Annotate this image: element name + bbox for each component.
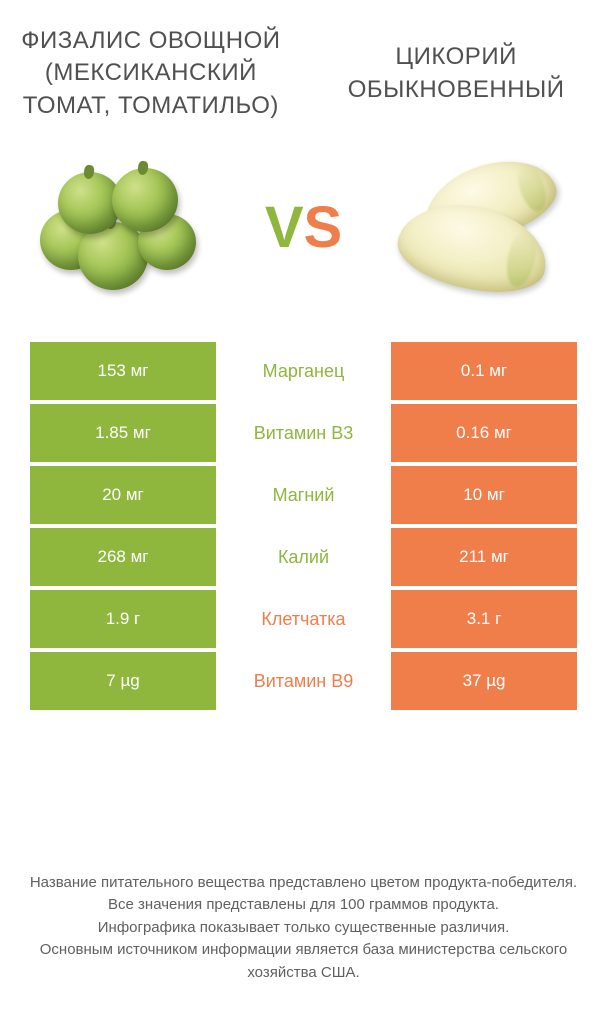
left-value-cell: 153 мг bbox=[30, 342, 216, 400]
right-value-cell: 10 мг bbox=[391, 466, 577, 524]
table-row: 268 мгКалий211 мг bbox=[30, 528, 577, 586]
right-value-cell: 37 µg bbox=[391, 652, 577, 710]
table-row: 153 мгМарганец0.1 мг bbox=[30, 342, 577, 400]
right-product-title: ЦИКОРИЙ ОБЫКНОВЕННЫЙ bbox=[315, 41, 597, 106]
vs-row: VS bbox=[0, 132, 607, 342]
left-value-cell: 1.85 мг bbox=[30, 404, 216, 462]
footer-line: Инфографика показывает только существенн… bbox=[20, 917, 587, 940]
vs-s-letter: S bbox=[304, 194, 343, 261]
right-value-cell: 0.16 мг bbox=[391, 404, 577, 462]
nutrient-label-cell: Магний bbox=[216, 466, 391, 524]
table-row: 1.85 мгВитамин B30.16 мг bbox=[30, 404, 577, 462]
table-row: 20 мгМагний10 мг bbox=[30, 466, 577, 524]
left-value-cell: 1.9 г bbox=[30, 590, 216, 648]
right-value-cell: 3.1 г bbox=[391, 590, 577, 648]
right-product-image bbox=[387, 152, 577, 302]
vs-label: VS bbox=[265, 194, 342, 261]
nutrient-label-cell: Калий bbox=[216, 528, 391, 586]
tomatillo-icon bbox=[40, 162, 210, 292]
nutrient-label-cell: Витамин B9 bbox=[216, 652, 391, 710]
nutrient-label-cell: Марганец bbox=[216, 342, 391, 400]
left-product-title: ФИЗАЛИС ОВОЩНОЙ (МЕКСИКАНСКИЙ ТОМАТ, ТОМ… bbox=[10, 25, 292, 122]
nutrient-label-cell: Витамин B3 bbox=[216, 404, 391, 462]
chicory-icon bbox=[392, 157, 572, 297]
right-value-cell: 0.1 мг bbox=[391, 342, 577, 400]
left-value-cell: 7 µg bbox=[30, 652, 216, 710]
left-product-image bbox=[30, 152, 220, 302]
footer-line: Название питательного вещества представл… bbox=[20, 872, 587, 895]
right-value-cell: 211 мг bbox=[391, 528, 577, 586]
vs-v-letter: V bbox=[265, 194, 304, 261]
titles-row: ФИЗАЛИС ОВОЩНОЙ (МЕКСИКАНСКИЙ ТОМАТ, ТОМ… bbox=[0, 0, 607, 132]
table-row: 7 µgВитамин B937 µg bbox=[30, 652, 577, 710]
nutrient-label-cell: Клетчатка bbox=[216, 590, 391, 648]
footer-line: Все значения представлены для 100 граммо… bbox=[20, 894, 587, 917]
infographic-root: ФИЗАЛИС ОВОЩНОЙ (МЕКСИКАНСКИЙ ТОМАТ, ТОМ… bbox=[0, 0, 607, 1024]
left-value-cell: 20 мг bbox=[30, 466, 216, 524]
footer-notes: Название питательного вещества представл… bbox=[0, 842, 607, 1024]
left-value-cell: 268 мг bbox=[30, 528, 216, 586]
footer-line: Основным источником информации является … bbox=[20, 939, 587, 984]
table-row: 1.9 гКлетчатка3.1 г bbox=[30, 590, 577, 648]
comparison-table: 153 мгМарганец0.1 мг1.85 мгВитамин B30.1… bbox=[0, 342, 607, 714]
